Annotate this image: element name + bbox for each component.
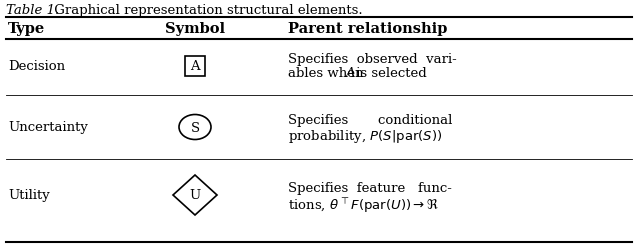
Text: S: S <box>191 121 200 134</box>
Text: U: U <box>189 189 200 202</box>
Polygon shape <box>173 175 217 215</box>
Text: Specifies  observed  vari-: Specifies observed vari- <box>288 53 457 66</box>
Ellipse shape <box>179 115 211 140</box>
Text: ables when: ables when <box>288 67 368 80</box>
Text: Symbol: Symbol <box>165 22 225 36</box>
Text: tions, $\theta^{\top}F(\mathrm{par}(U)) \rightarrow \Re$: tions, $\theta^{\top}F(\mathrm{par}(U)) … <box>288 195 439 214</box>
Text: A: A <box>190 60 200 73</box>
Text: Parent relationship: Parent relationship <box>288 22 447 36</box>
Text: Specifies       conditional: Specifies conditional <box>288 114 452 126</box>
Text: Decision: Decision <box>8 60 65 73</box>
Text: Utility: Utility <box>8 189 50 202</box>
Text: Table 1.: Table 1. <box>6 4 60 17</box>
Text: probability, $P(S|\mathrm{par}(S))$: probability, $P(S|\mathrm{par}(S))$ <box>288 128 442 144</box>
Text: Uncertainty: Uncertainty <box>8 121 88 134</box>
Text: Specifies  feature   func-: Specifies feature func- <box>288 181 452 194</box>
Text: Type: Type <box>8 22 45 36</box>
Bar <box>185 57 205 77</box>
Text: Graphical representation structural elements.: Graphical representation structural elem… <box>50 4 363 17</box>
Text: is selected: is selected <box>352 67 427 80</box>
Text: A: A <box>345 67 355 80</box>
